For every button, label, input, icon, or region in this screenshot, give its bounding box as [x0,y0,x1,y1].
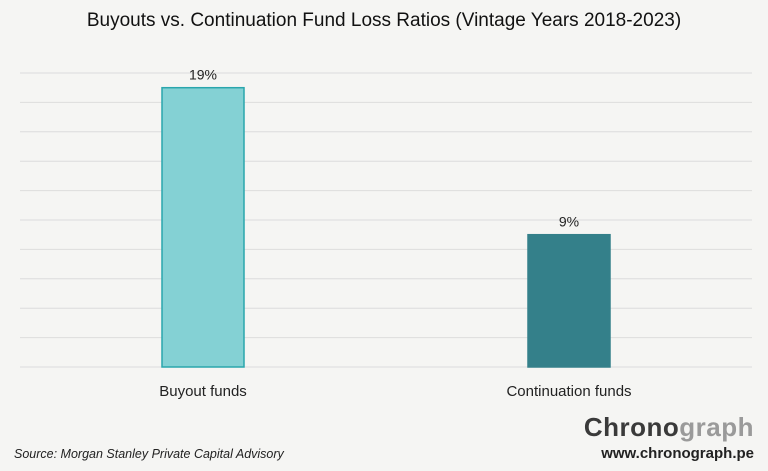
logo-text-dark: Chrono [583,412,680,442]
data-label: 19% [189,67,217,83]
x-tick-label: Buyout funds [159,383,247,400]
chronograph-logo: Chronograph [584,412,754,443]
logo-text-light: graph [679,412,754,442]
website-url: www.chronograph.pe [601,445,754,462]
bar [161,86,245,368]
source-note: Source: Morgan Stanley Private Capital A… [14,447,284,461]
bar [527,233,611,368]
data-label: 9% [559,214,579,230]
chart-title: Buyouts vs. Continuation Fund Loss Ratio… [86,10,682,31]
x-tick-label: Continuation funds [506,383,631,400]
